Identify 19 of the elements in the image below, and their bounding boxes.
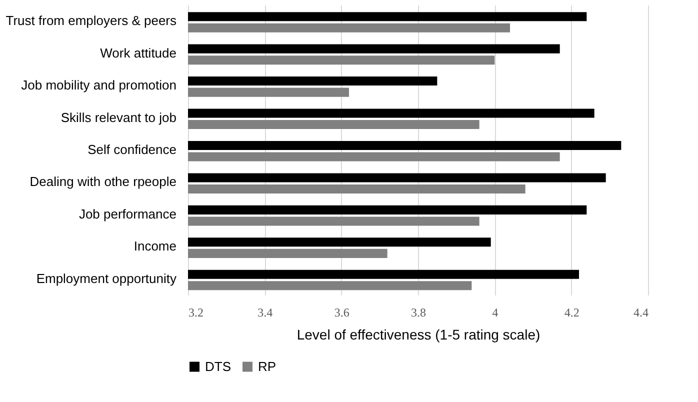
y-tick-label: Trust from employers & peers (6, 13, 177, 28)
y-tick-label: Dealing with othe rpeople (30, 174, 176, 190)
legend-label: RP (258, 358, 276, 374)
y-tick-label: Employment opportunity (36, 270, 177, 286)
x-tick-label: 4.4 (634, 306, 648, 320)
y-tick-label: Income (134, 238, 176, 254)
y-tick-label: Job mobility and promotion (21, 78, 176, 93)
x-tick-label: 4.2 (564, 306, 580, 320)
y-tick-label: Job performance (78, 206, 176, 222)
x-tick-label: 3.2 (188, 306, 204, 320)
y-tick-label: Skills relevant to job (60, 110, 176, 125)
x-tick-label: 3.8 (411, 306, 426, 320)
y-tick-label: Work attitude (100, 45, 176, 60)
x-tick-label: 3.6 (334, 306, 350, 320)
y-tick-label: Self confidence (88, 142, 176, 157)
x-tick-label: 3.4 (258, 306, 273, 320)
x-tick-label: 4 (492, 306, 498, 320)
legend-label: DTS (205, 358, 232, 374)
x-axis-title: Level of effectiveness (1-5 rating scale) (296, 326, 540, 342)
